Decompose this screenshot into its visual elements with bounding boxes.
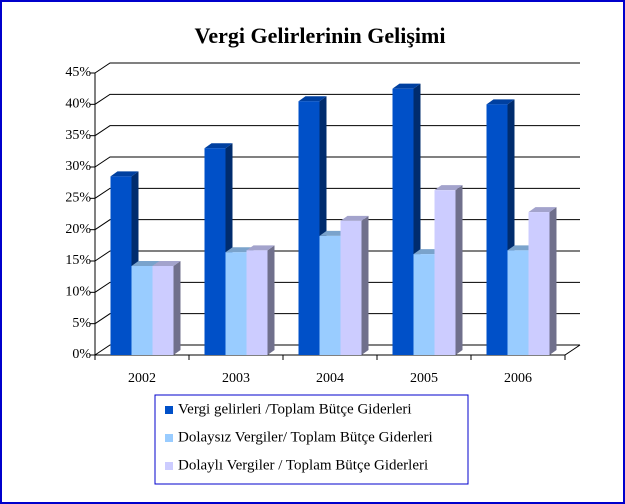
bar-top [434,185,463,191]
y-tick-label: 10% [65,285,91,300]
y-tick-label: 20% [65,222,91,237]
legend-label: Vergi gelirleri /Toplam Bütçe Giderleri [178,401,412,417]
grid-line [94,93,580,105]
bar-top [340,215,369,221]
legend-label: Dolaylı Vergiler / Toplam Bütçe Giderler… [178,457,428,473]
y-tick-label: 45% [65,65,91,80]
grid-line [94,156,580,168]
x-tick-label: 2006 [504,371,532,386]
bar-top [392,83,421,89]
legend-swatch [165,434,173,442]
bar [507,250,529,355]
bar [486,104,508,355]
y-tick-label: 0% [72,347,91,362]
bar-side [361,215,369,355]
y-tick-label: 40% [65,97,91,112]
y-tick-label: 25% [65,191,91,206]
bar [413,254,435,355]
bar [131,266,153,355]
bar [110,176,132,355]
grid-line [94,62,580,74]
bar [225,252,247,355]
bar-top [246,245,275,251]
bar-side [549,207,557,355]
legend-label: Dolaysız Vergiler/ Toplam Bütçe Giderler… [178,429,433,445]
legend-swatch [165,406,173,414]
bar [434,190,456,355]
bar [340,220,362,355]
bar [152,266,174,355]
bar-side [173,261,181,355]
legend-swatch [165,462,173,470]
y-tick-label: 5% [72,316,91,331]
bar [204,148,226,355]
grid-line [94,187,580,199]
bar-top [131,261,160,267]
bar-top [152,261,181,267]
legend [154,394,469,485]
bar [392,88,414,356]
bar [246,250,268,355]
grid-line [94,125,580,137]
bar-top [298,96,327,102]
y-tick-label: 30% [65,159,91,174]
grid-line [94,219,580,231]
bar [298,101,320,355]
bar-top [204,143,233,149]
bar [528,212,550,355]
bar [319,235,341,355]
x-tick-label: 2003 [222,371,250,386]
bar-top [110,171,139,177]
y-tick-label: 35% [65,128,91,143]
x-tick-label: 2004 [316,371,344,386]
bar-top [486,99,515,105]
chart-title: Vergi Gelirlerinin Gelişimi [195,23,446,48]
bar-side [455,185,463,355]
x-tick-label: 2002 [128,371,156,386]
x-tick-label: 2005 [410,371,438,386]
bar-top [528,207,557,213]
bar-side [267,245,275,355]
y-tick-label: 15% [65,253,91,268]
